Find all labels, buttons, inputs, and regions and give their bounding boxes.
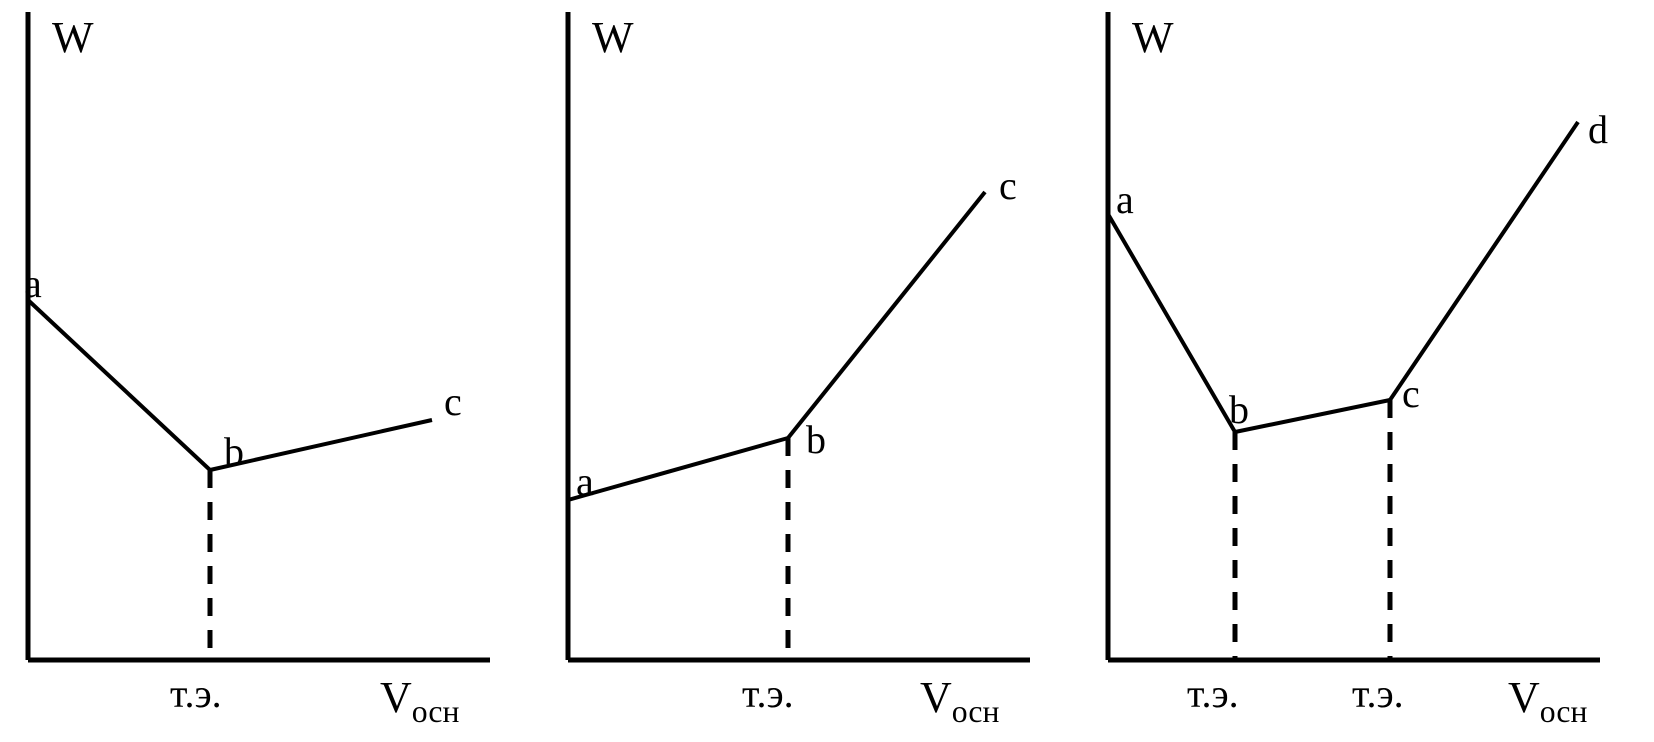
equiv-point-label: т.э. [1352,670,1404,717]
chart-panel-3: a b c d т.э. т.э. Vосн W [1080,0,1654,742]
chart-panels: a b c т.э. Vосн Wa b c т.э. Vосн Wa b c d т.э. т.э. Vосн… [0,0,1654,742]
y-axis-label: W [52,12,94,63]
chart-panel-1: a b c т.э. Vосн W [0,0,540,742]
point-label-b: b [224,428,244,475]
point-label-c: c [444,378,462,425]
y-axis-label: W [1132,12,1174,63]
point-label-a: a [1116,176,1134,223]
equiv-point-label: т.э. [1187,670,1239,717]
chart-svg-1 [0,0,540,742]
point-label-d: d [1588,106,1608,153]
point-label-b: b [1229,386,1249,433]
point-label-b: b [806,416,826,463]
equiv-point-label: т.э. [742,670,794,717]
point-label-a: a [24,260,42,307]
chart-svg-3 [1080,0,1654,742]
y-axis-label: W [592,12,634,63]
point-label-c: c [999,162,1017,209]
point-label-c: c [1402,370,1420,417]
x-axis-label: Vосн [920,672,999,730]
x-axis-label: Vосн [1508,672,1587,730]
x-axis-label: Vосн [380,672,459,730]
chart-svg-2 [540,0,1080,742]
equiv-point-label: т.э. [170,670,222,717]
chart-panel-2: a b c т.э. Vосн W [540,0,1080,742]
point-label-a: a [576,458,594,505]
